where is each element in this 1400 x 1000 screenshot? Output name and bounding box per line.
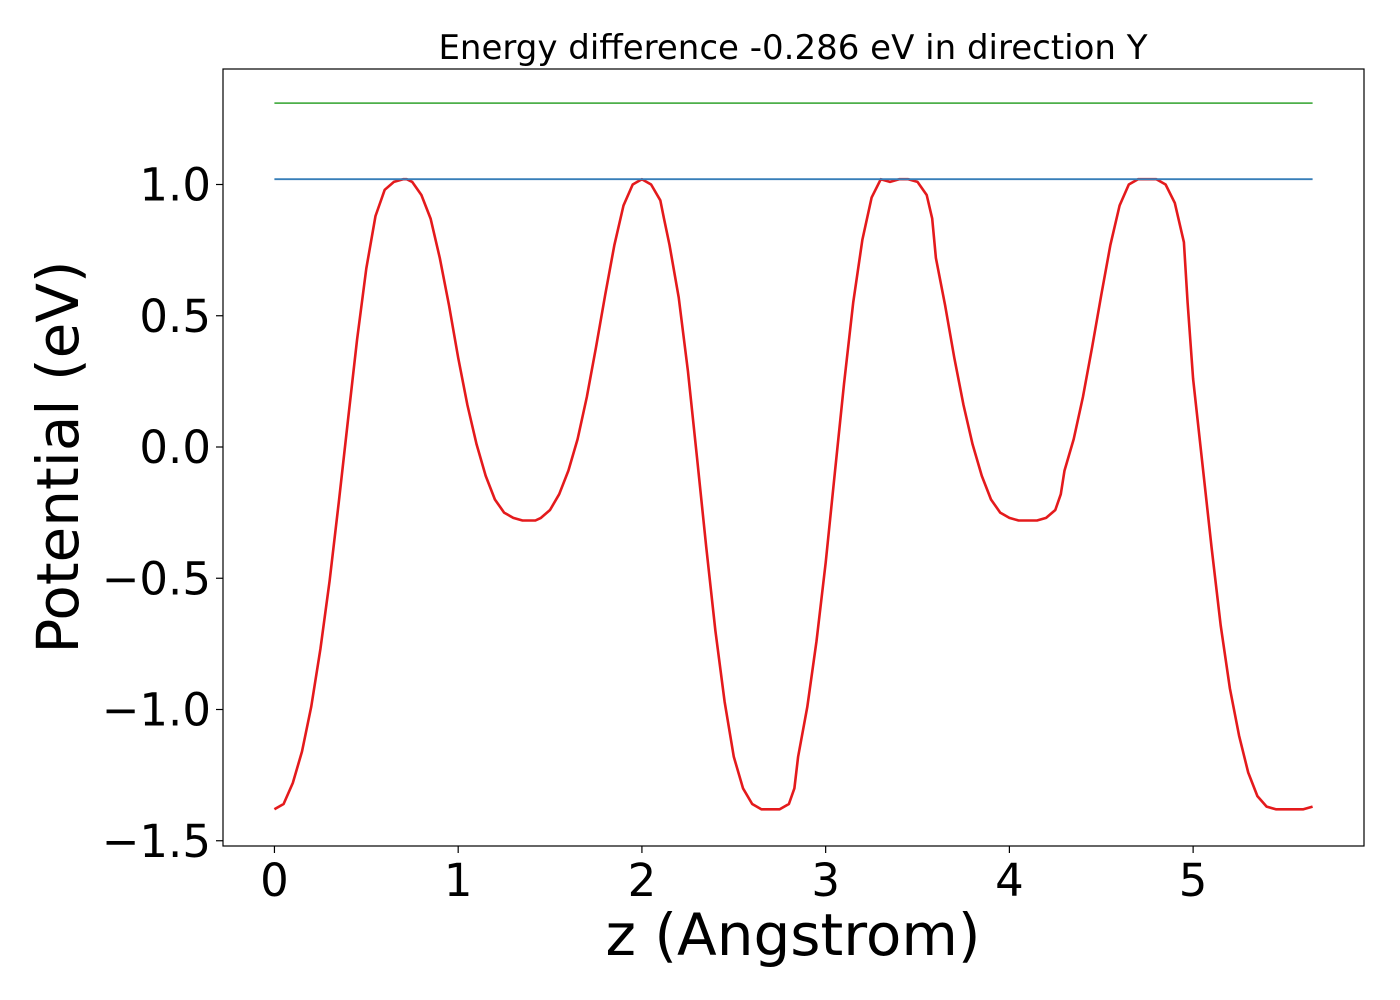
y-tick-label: −1.0 <box>102 684 211 737</box>
series-lines <box>273 102 1313 811</box>
y-tick-label: −0.5 <box>102 552 211 605</box>
x-axis-label: z (Angstrom) <box>606 901 981 969</box>
y-tick-label: 0.5 <box>139 290 211 343</box>
y-axis-ticks: −1.5 −1.0 −0.5 0.0 0.5 1.0 <box>102 159 223 868</box>
x-tick-label: 3 <box>811 854 840 907</box>
y-tick-label: 0.0 <box>139 421 211 474</box>
x-tick-label: 1 <box>444 854 473 907</box>
x-tick-label: 2 <box>628 854 657 907</box>
x-tick-label: 0 <box>260 854 289 907</box>
x-tick-label: 4 <box>995 854 1024 907</box>
chart-title: Energy difference -0.286 eV in direction… <box>438 28 1147 68</box>
series-line-0 <box>273 177 1313 811</box>
y-tick-label: 1.0 <box>139 159 211 212</box>
x-axis-ticks: 0 1 2 3 4 5 <box>260 846 1207 907</box>
x-tick-label: 5 <box>1179 854 1208 907</box>
y-axis-label: Potential (eV) <box>24 260 92 653</box>
y-tick-label: −1.5 <box>102 815 211 868</box>
plot-frame <box>222 68 1365 847</box>
